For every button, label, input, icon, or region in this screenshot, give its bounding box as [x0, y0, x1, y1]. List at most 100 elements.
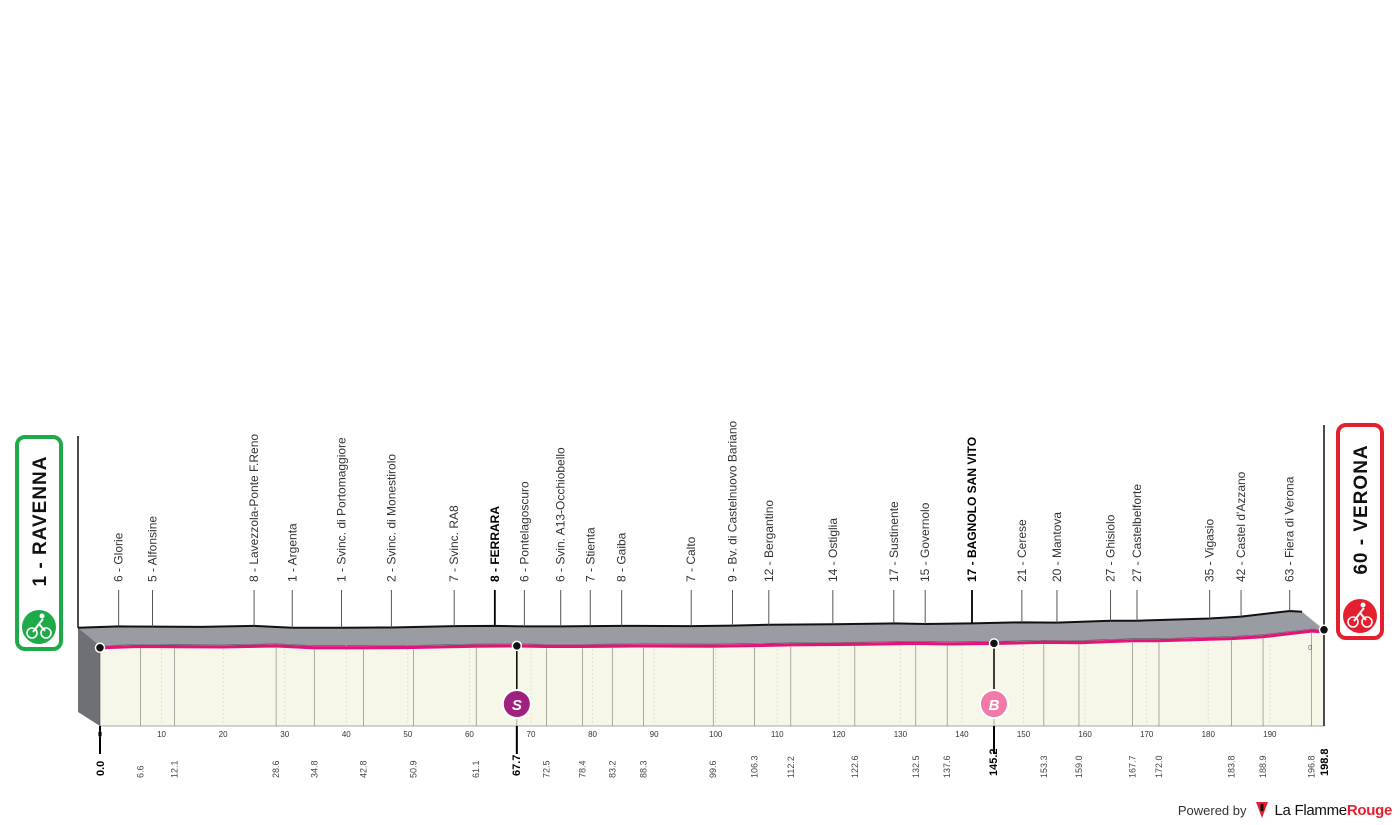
finish-km-label: 198.8 [1319, 748, 1331, 776]
start-badge-frame [15, 435, 63, 651]
waypoint-km-label: 50.9 [408, 760, 418, 778]
profile-side-face [78, 627, 100, 726]
start-badge-rider [32, 618, 46, 633]
waypoint-km-label: 137.6 [942, 755, 952, 778]
x-tick-label: 90 [650, 730, 659, 739]
waypoint-label: 5 - Alfonsine [145, 516, 159, 582]
brand-name-prefix: La Flamme [1274, 801, 1348, 819]
waypoint-label: 17 - Sustinente [887, 501, 901, 582]
waypoint-label: 6 - Glorie [112, 532, 126, 582]
waypoint-km-label: 188.9 [1258, 755, 1268, 778]
x-tick-label: 140 [955, 730, 969, 739]
waypoint-label: 12 - Bergantino [762, 500, 776, 582]
x-tick-label: 170 [1140, 730, 1154, 739]
start-badge-rider-head [39, 613, 45, 619]
profile-body: 0 [77, 425, 1325, 727]
marker-letter: B [989, 697, 1000, 714]
start-finish-badges: 1 - RAVENNA 60 - VERONA [15, 423, 1384, 651]
waypoint-km-label: 167.7 [1128, 755, 1138, 778]
waypoint-label: 27 - Castelbelforte [1130, 484, 1144, 582]
brand-logo-lockup[interactable]: La FlammeRouge [1255, 801, 1393, 819]
waypoint-km-label: 183.8 [1227, 755, 1237, 778]
waypoint-km-label: 67.7 [511, 755, 523, 776]
waypoint-km-label: 145.2 [988, 748, 1000, 776]
x-tick-label: 60 [465, 730, 474, 739]
x-tick-label: 110 [771, 730, 784, 739]
marker-disc [501, 689, 532, 719]
finish-badge-rider [1353, 607, 1367, 622]
start-dot [94, 642, 106, 653]
waypoint-label: 21 - Cerese [1015, 519, 1029, 582]
x-tick-label: 130 [894, 730, 908, 739]
waypoint-label: 42 - Castel d'Azzano [1234, 471, 1248, 582]
x-tick-label: 30 [280, 730, 289, 739]
waypoint-label: 6 - Pontelagoscuro [517, 481, 531, 582]
waypoint-km-label: 172.0 [1154, 755, 1164, 778]
waypoint-km-label: 132.5 [911, 755, 921, 778]
start-km-label: 0.0 [95, 761, 107, 776]
x-tick-label: 180 [1202, 730, 1216, 739]
waypoint-label: 20 - Mantova [1050, 512, 1064, 582]
powered-by-footer: Powered by La FlammeRouge [1178, 801, 1392, 819]
marker-disc [978, 689, 1009, 719]
waypoint-km-label: 72.5 [541, 760, 551, 778]
route-path [99, 629, 1325, 650]
km-gridlines [161, 645, 1271, 726]
route-line [94, 624, 1330, 653]
finish-dot [1318, 624, 1330, 636]
x-tick-label: 50 [403, 730, 412, 739]
finish-badge-label: 60 - VERONA [1351, 444, 1372, 574]
waypoint-label: 9 - Bv. di Castelnuovo Bariano [725, 420, 739, 582]
finish-badge-cyclist-icon [1343, 599, 1377, 633]
waypoint-km-label: 153.3 [1039, 755, 1049, 778]
finish-badge-wheel-front [1361, 616, 1373, 628]
waypoint-label: 2 - Svinc. di Monestirolo [384, 454, 398, 582]
marker-dot [988, 638, 1000, 649]
waypoint-label: 7 - Stienta [583, 527, 597, 582]
start-badge-wheel-front [40, 627, 52, 639]
waypoint-km-label: 42.8 [359, 760, 369, 778]
profile-front-face [99, 628, 1325, 727]
waypoint-km-label: 122.6 [850, 755, 860, 778]
waypoint-km-label: 106.3 [749, 755, 759, 778]
brand-name-suffix: Rouge [1346, 801, 1392, 819]
waypoint-km-label: 99.6 [708, 760, 718, 778]
x-tick-label: 0 [98, 730, 103, 739]
x-tick-label: 100 [709, 730, 723, 739]
waypoint-label: 8 - FERRARA [488, 506, 502, 582]
waypoint-km-label: 6.6 [136, 765, 146, 778]
waypoint-km-label: 83.2 [607, 760, 617, 778]
x-tick-label: 20 [219, 730, 228, 739]
waypoint-label: 17 - BAGNOLO SAN VITO [965, 437, 979, 582]
waypoint-km-label: 112.2 [786, 756, 796, 778]
marker-dot [511, 640, 523, 652]
waypoint-label: 8 - Gaiba [615, 532, 629, 582]
x-tick-label: 190 [1263, 730, 1277, 739]
waypoint-km-label: 159.0 [1074, 755, 1084, 778]
waypoint-km-label: 12.1 [169, 760, 179, 778]
waypoint-km-label: 28.6 [271, 760, 281, 778]
flamme-rouge-logo-icon [1255, 802, 1268, 818]
waypoint-km-label: 196.8 [1307, 755, 1317, 778]
waypoint-label: 35 - Vigasio [1203, 519, 1217, 582]
finish-badge-rider-head [1360, 602, 1366, 608]
x-tick-label: 120 [832, 730, 846, 739]
waypoint-label: 14 - Ostiglia [826, 518, 840, 582]
x-tick-label: 160 [1078, 730, 1092, 739]
brand-name: La FlammeRouge [1275, 802, 1393, 819]
waypoint-label: 1 - Argenta [285, 523, 299, 582]
x-tick-label: 150 [1017, 730, 1031, 739]
start-badge-label: 1 - RAVENNA [30, 456, 51, 587]
x-tick-label: 80 [588, 730, 597, 739]
x-tick-label: 70 [527, 730, 536, 739]
x-axis-ticks: 0 10 20 30 40 50 60 70 80 90 100 110 120 130 140 150 160… [98, 730, 1277, 739]
waypoint-km-label: 78.4 [578, 760, 588, 778]
finish-badge-wheel-rear [1347, 616, 1359, 628]
x-tick-label: 10 [157, 730, 166, 739]
waypoint-km-label: 61.1 [471, 760, 481, 778]
altitude-tick-label: 0 [1308, 645, 1312, 652]
waypoint-label: 15 - Governolo [918, 502, 932, 582]
waypoint-label: 8 - Lavezzola-Ponte F.Reno [247, 434, 261, 582]
